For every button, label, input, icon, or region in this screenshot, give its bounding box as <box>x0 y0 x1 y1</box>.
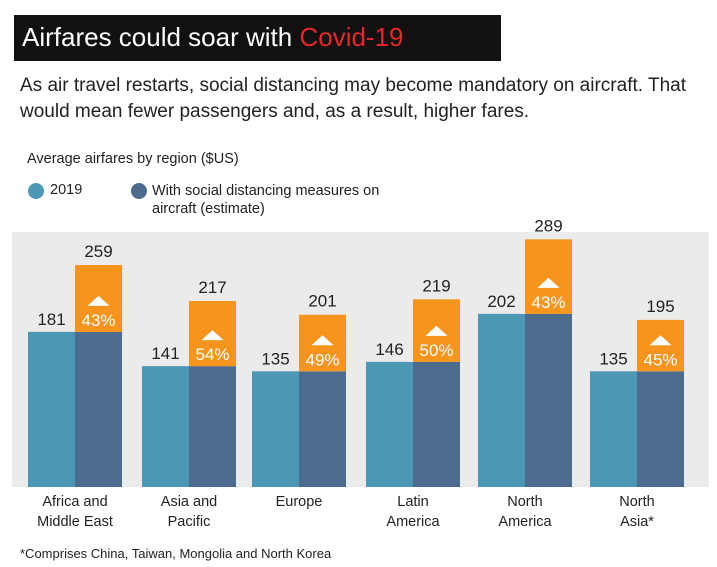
category-label-africa-and-middle-east: Africa and Middle East <box>37 494 113 530</box>
bar-sd-increase-north-asia <box>637 319 684 372</box>
value-label-sd-latin-america: 219 <box>422 276 450 295</box>
legend-swatch-2019 <box>28 183 44 199</box>
bar-sd-base-africa-and-middle-east <box>75 331 122 487</box>
bar-sd-base-europe <box>299 371 346 487</box>
increase-arrow-icon <box>311 335 334 346</box>
bar-2019-europe <box>252 371 299 487</box>
increase-label-latin-america: 50% <box>419 341 453 360</box>
legend-title: Average airfares by region ($US) <box>27 151 239 167</box>
subtitle: As air travel restarts, social distancin… <box>20 75 686 122</box>
footnote: *Comprises China, Taiwan, Mongolia and N… <box>20 546 332 561</box>
bar-2019-north-asia <box>590 371 637 487</box>
page-title: Airfares could soar with Covid-19 <box>22 20 404 54</box>
value-label-2019-africa-and-middle-east: 181 <box>37 310 65 329</box>
category-label-line: Asia* <box>620 514 654 530</box>
bar-sd-base-latin-america <box>413 361 460 487</box>
category-label-line: Europe <box>276 494 323 510</box>
legend-label-social-distancing: With social distancing measures on aircr… <box>152 183 380 217</box>
bar-sd-base-north-asia <box>637 371 684 487</box>
title-banner <box>14 15 501 61</box>
category-label-line: Middle East <box>37 514 113 530</box>
value-label-sd-north-asia: 195 <box>646 297 674 316</box>
bar-sd-increase-north-america <box>525 239 572 314</box>
increase-arrow-icon <box>649 335 672 346</box>
increase-label-africa-and-middle-east: 43% <box>81 311 115 330</box>
value-label-2019-asia-and-pacific: 141 <box>151 344 179 363</box>
increase-arrow-icon <box>87 295 110 306</box>
category-label-line: Asia and <box>161 494 217 510</box>
legend-swatch-social-distancing <box>131 183 147 199</box>
increase-arrow-icon <box>537 277 560 288</box>
category-label-line: Africa and <box>42 494 107 510</box>
category-label-line: America <box>498 514 552 530</box>
increase-label-asia-and-pacific: 54% <box>195 345 229 364</box>
value-label-sd-africa-and-middle-east: 259 <box>84 242 112 261</box>
value-label-2019-north-america: 202 <box>487 292 515 311</box>
bar-sd-base-asia-and-pacific <box>189 366 236 487</box>
value-label-sd-asia-and-pacific: 217 <box>198 278 226 297</box>
category-label-latin-america: Latin America <box>386 494 440 530</box>
increase-label-north-asia: 45% <box>643 350 677 369</box>
value-label-2019-europe: 135 <box>261 349 289 368</box>
value-label-sd-north-america: 289 <box>534 216 562 235</box>
category-label-north-asia: North Asia* <box>619 494 654 530</box>
value-label-sd-europe: 201 <box>308 292 336 311</box>
category-label-line: Latin <box>397 494 428 510</box>
increase-label-north-america: 43% <box>531 293 565 312</box>
category-label-line: America <box>386 514 440 530</box>
category-label-europe: Europe <box>276 494 323 510</box>
legend <box>12 144 410 231</box>
legend-label-2019: 2019 <box>50 182 83 198</box>
increase-arrow-icon <box>425 325 448 336</box>
bar-2019-asia-and-pacific <box>142 366 189 487</box>
increase-label-europe: 49% <box>305 350 339 369</box>
bar-2019-africa-and-middle-east <box>28 331 75 487</box>
bar-sd-base-north-america <box>525 313 572 487</box>
title-highlight: Covid-19 <box>299 22 404 52</box>
category-label-line: North <box>507 494 542 510</box>
title-main: Airfares could soar with <box>22 22 300 52</box>
increase-arrow-icon <box>201 330 224 341</box>
category-label-north-america: North America <box>498 494 552 530</box>
value-label-2019-latin-america: 146 <box>375 340 403 359</box>
bar-2019-north-america <box>478 313 525 487</box>
category-label-line: Pacific <box>168 514 211 530</box>
category-label-line: North <box>619 494 654 510</box>
category-label-asia-and-pacific: Asia and Pacific <box>161 494 217 530</box>
value-label-2019-north-asia: 135 <box>599 349 627 368</box>
bar-2019-latin-america <box>366 361 413 487</box>
